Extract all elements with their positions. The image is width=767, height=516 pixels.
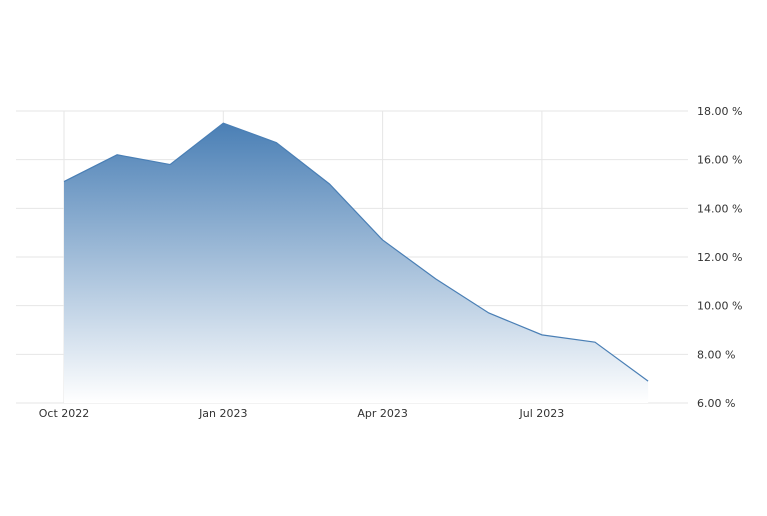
area-fill (64, 123, 648, 403)
y-tick-label: 10.00 % (697, 300, 742, 313)
y-tick-label: 14.00 % (697, 202, 742, 215)
y-tick-label: 6.00 % (697, 397, 735, 410)
area-series (64, 123, 648, 403)
x-tick-label: Jan 2023 (198, 407, 247, 420)
y-axis-labels: 18.00 % 16.00 % 14.00 % 12.00 % 10.00 % 8.00 … (697, 105, 742, 410)
x-tick-label: Jul 2023 (519, 407, 565, 420)
x-tick-label: Oct 2022 (39, 407, 90, 420)
y-tick-label: 12.00 % (697, 251, 742, 264)
y-tick-label: 8.00 % (697, 348, 735, 361)
y-tick-label: 16.00 % (697, 154, 742, 167)
x-tick-label: Apr 2023 (357, 407, 408, 420)
x-axis-labels: Oct 2022 Jan 2023 Apr 2023 Jul 2023 (39, 407, 565, 420)
y-tick-label: 18.00 % (697, 105, 742, 118)
